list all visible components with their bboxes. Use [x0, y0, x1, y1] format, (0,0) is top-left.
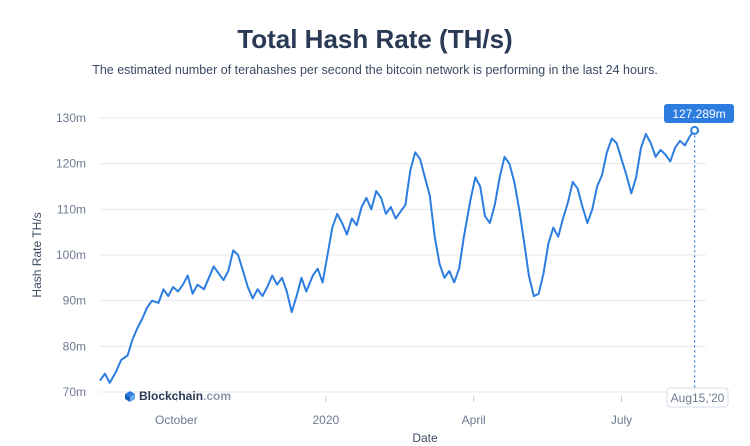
blockchain-cube-icon: [125, 391, 135, 402]
x-tick-label: October: [155, 413, 198, 427]
y-tick-label: 120m: [56, 157, 86, 171]
value-badge: [664, 104, 734, 123]
value-badge-label: 127.289m: [672, 107, 725, 121]
series-line: [99, 129, 696, 384]
watermark-text: Blockchain.com: [139, 389, 231, 403]
y-tick-label: 90m: [63, 294, 86, 308]
watermark-domain: .com: [203, 389, 231, 403]
watermark-name: Blockchain: [139, 389, 203, 403]
date-badge-label: Aug15,'20: [671, 391, 725, 405]
chart-title: Total Hash Rate (TH/s): [237, 24, 513, 54]
x-tick-label: April: [462, 413, 486, 427]
y-tick-label: 70m: [63, 385, 86, 399]
chart-subtitle: The estimated number of terahashes per s…: [92, 63, 658, 77]
y-tick-label: 110m: [57, 202, 86, 216]
x-tick-label: 2020: [312, 413, 339, 427]
y-axis-label: Hash Rate TH/s: [30, 212, 44, 297]
date-badge: [666, 387, 729, 408]
y-tick-label: 80m: [63, 339, 86, 353]
x-axis-label: Date: [412, 431, 438, 445]
x-tick-label: July: [611, 413, 632, 427]
y-tick-label: 100m: [56, 248, 86, 262]
y-tick-label: 130m: [56, 111, 86, 125]
last-point-marker: [690, 125, 700, 135]
